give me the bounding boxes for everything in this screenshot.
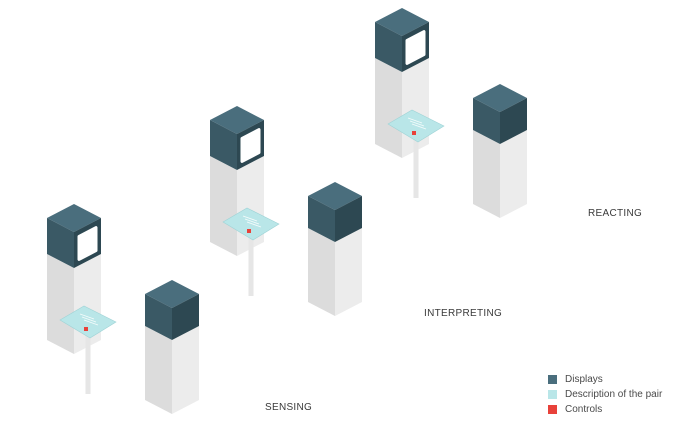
kiosk-display-sensing-screen [77, 226, 98, 261]
legend-item-description: Description of the pair [548, 387, 662, 401]
legend-item-controls: Controls [548, 402, 662, 416]
stage-group-reacting [375, 8, 527, 218]
kiosk-pillar-interpreting-left-face [210, 156, 237, 256]
legend-swatch-description [548, 389, 557, 399]
kiosk-pillar-sensing-left-face [47, 254, 74, 354]
tower-pillar-interpreting-left-face [308, 228, 335, 316]
lectern-reacting-text-line [407, 117, 423, 124]
lectern-interpreting-text-line [242, 215, 258, 222]
tower-display-sensing-right-face [172, 294, 199, 340]
lectern-interpreting-control [247, 229, 251, 233]
lectern-sensing-description-plate [59, 305, 117, 339]
kiosk-pillar-reacting-left-face [375, 58, 402, 158]
lectern-reacting-description-plate [387, 109, 445, 143]
tower-display-interpreting-right-face [335, 196, 362, 242]
tower-display-sensing-left-face [145, 294, 172, 340]
lectern-sensing-text-line [83, 319, 99, 326]
stage-label-reacting: REACTING [588, 208, 643, 219]
lectern-interpreting-text-line [244, 218, 260, 225]
tower-display-interpreting-left-face [308, 196, 335, 242]
legend-label-displays: Displays [565, 373, 603, 385]
lectern-interpreting-stand [248, 232, 254, 296]
legend: Displays Description of the pair Control… [548, 372, 662, 417]
kiosk-display-sensing-left-face [47, 218, 74, 268]
lectern-interpreting-description-plate [222, 207, 280, 241]
lectern-sensing-text-line [79, 313, 95, 320]
lectern-sensing-text-line [81, 316, 97, 323]
stage-label-sensing: SENSING [265, 402, 313, 413]
tower-pillar-reacting-right-face [500, 130, 527, 218]
tower-pillar-sensing-right-face [172, 326, 199, 414]
tower-display-reacting-left-face [473, 98, 500, 144]
legend-item-displays: Displays [548, 372, 662, 386]
legend-swatch-controls [548, 404, 557, 414]
lectern-reacting-control [412, 131, 416, 135]
tower-pillar-sensing-left-face [145, 326, 172, 414]
legend-swatch-displays [548, 374, 557, 384]
kiosk-display-reacting-left-face [375, 22, 402, 72]
lectern-sensing-stand [85, 330, 91, 394]
stage-group-interpreting [210, 106, 362, 316]
tower-pillar-reacting-left-face [473, 130, 500, 218]
stage-group-sensing [47, 204, 199, 414]
lectern-reacting-text-line [411, 123, 427, 130]
lectern-reacting-text-line [409, 120, 425, 127]
stage-label-interpreting: INTERPRETING [424, 308, 503, 319]
lectern-interpreting-text-line [246, 221, 262, 228]
lectern-sensing-control [84, 327, 88, 331]
kiosk-display-interpreting-screen [240, 128, 261, 163]
kiosk-display-reacting-screen [405, 30, 426, 65]
legend-label-description: Description of the pair [565, 388, 663, 400]
tower-pillar-interpreting-right-face [335, 228, 362, 316]
lectern-reacting-stand [413, 134, 419, 198]
tower-display-reacting-right-face [500, 98, 527, 144]
legend-label-controls: Controls [565, 403, 603, 415]
kiosk-display-interpreting-left-face [210, 120, 237, 170]
